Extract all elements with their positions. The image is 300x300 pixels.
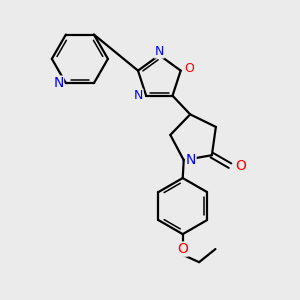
Text: N: N (134, 89, 143, 102)
Text: N: N (53, 76, 64, 90)
Text: O: O (184, 62, 194, 75)
Text: N: N (155, 45, 164, 58)
Text: O: O (177, 242, 188, 256)
Text: N: N (186, 153, 196, 167)
Text: O: O (236, 159, 247, 173)
